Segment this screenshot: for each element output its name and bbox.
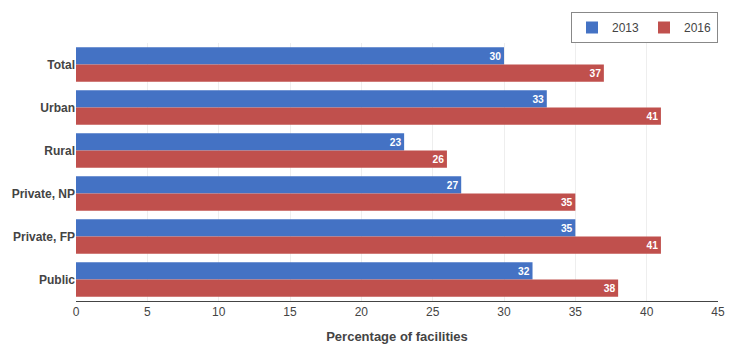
svg-text:25: 25 bbox=[426, 305, 440, 319]
svg-text:45: 45 bbox=[711, 305, 725, 319]
svg-text:35: 35 bbox=[561, 223, 573, 234]
svg-text:Urban: Urban bbox=[40, 101, 75, 115]
svg-text:10: 10 bbox=[212, 305, 226, 319]
svg-text:33: 33 bbox=[532, 94, 544, 105]
svg-text:40: 40 bbox=[640, 305, 654, 319]
svg-text:41: 41 bbox=[647, 240, 659, 251]
svg-text:38: 38 bbox=[604, 283, 616, 294]
svg-text:30: 30 bbox=[490, 51, 502, 62]
svg-text:27: 27 bbox=[447, 180, 459, 191]
svg-text:35: 35 bbox=[569, 305, 583, 319]
svg-text:Percentage of facilities: Percentage of facilities bbox=[326, 329, 468, 344]
svg-text:Private, FP: Private, FP bbox=[13, 230, 75, 244]
svg-text:35: 35 bbox=[561, 197, 573, 208]
svg-text:20: 20 bbox=[355, 305, 369, 319]
svg-text:Total: Total bbox=[47, 58, 75, 72]
svg-text:30: 30 bbox=[497, 305, 511, 319]
svg-text:15: 15 bbox=[283, 305, 297, 319]
svg-text:37: 37 bbox=[589, 68, 601, 79]
svg-text:26: 26 bbox=[433, 154, 445, 165]
svg-text:Private, NP: Private, NP bbox=[12, 187, 75, 201]
svg-text:5: 5 bbox=[144, 305, 151, 319]
svg-text:32: 32 bbox=[518, 266, 530, 277]
svg-text:2016: 2016 bbox=[684, 21, 711, 35]
svg-text:2013: 2013 bbox=[612, 21, 639, 35]
svg-text:Public: Public bbox=[39, 273, 75, 287]
svg-text:41: 41 bbox=[647, 111, 659, 122]
svg-text:Rural: Rural bbox=[44, 144, 75, 158]
svg-text:0: 0 bbox=[73, 305, 80, 319]
svg-text:23: 23 bbox=[390, 137, 402, 148]
